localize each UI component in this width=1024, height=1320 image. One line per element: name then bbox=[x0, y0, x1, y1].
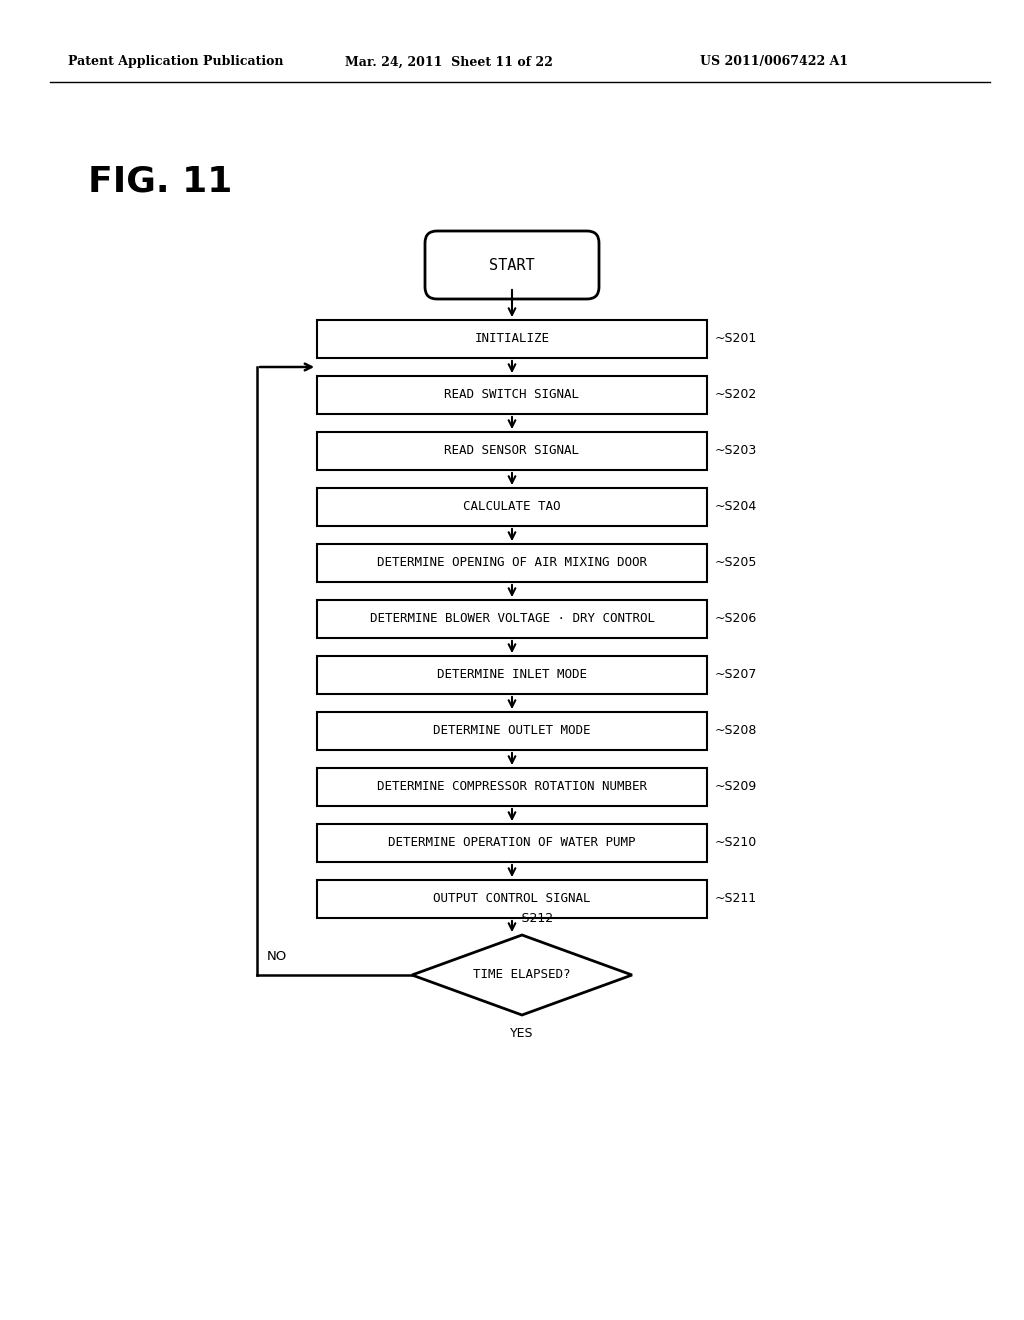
Text: ~S208: ~S208 bbox=[715, 725, 758, 738]
Bar bbox=[317, 880, 707, 917]
Text: DETERMINE OUTLET MODE: DETERMINE OUTLET MODE bbox=[433, 725, 591, 738]
Text: ~S201: ~S201 bbox=[715, 333, 758, 346]
Text: ~S205: ~S205 bbox=[715, 557, 758, 569]
Text: Mar. 24, 2011  Sheet 11 of 22: Mar. 24, 2011 Sheet 11 of 22 bbox=[345, 55, 553, 69]
Polygon shape bbox=[412, 935, 632, 1015]
Text: FIG. 11: FIG. 11 bbox=[88, 165, 232, 199]
Text: ~S207: ~S207 bbox=[715, 668, 758, 681]
Text: ~S203: ~S203 bbox=[715, 445, 758, 458]
Bar bbox=[317, 488, 707, 525]
Bar bbox=[317, 768, 707, 807]
Text: OUTPUT CONTROL SIGNAL: OUTPUT CONTROL SIGNAL bbox=[433, 892, 591, 906]
Text: CALCULATE TAO: CALCULATE TAO bbox=[463, 500, 561, 513]
Text: TIME ELAPSED?: TIME ELAPSED? bbox=[473, 969, 570, 982]
Bar bbox=[317, 544, 707, 582]
Bar bbox=[317, 601, 707, 638]
Bar bbox=[317, 319, 707, 358]
Text: READ SWITCH SIGNAL: READ SWITCH SIGNAL bbox=[444, 388, 580, 401]
Bar bbox=[317, 711, 707, 750]
Bar bbox=[317, 824, 707, 862]
Text: ~S204: ~S204 bbox=[715, 500, 758, 513]
Text: INITIALIZE: INITIALIZE bbox=[474, 333, 550, 346]
Text: ~S209: ~S209 bbox=[715, 780, 758, 793]
Text: DETERMINE INLET MODE: DETERMINE INLET MODE bbox=[437, 668, 587, 681]
Text: READ SENSOR SIGNAL: READ SENSOR SIGNAL bbox=[444, 445, 580, 458]
Text: US 2011/0067422 A1: US 2011/0067422 A1 bbox=[700, 55, 848, 69]
Text: NO: NO bbox=[267, 950, 288, 964]
Text: ~S210: ~S210 bbox=[715, 837, 758, 850]
Text: DETERMINE COMPRESSOR ROTATION NUMBER: DETERMINE COMPRESSOR ROTATION NUMBER bbox=[377, 780, 647, 793]
Text: ~S206: ~S206 bbox=[715, 612, 758, 626]
Bar bbox=[317, 656, 707, 694]
FancyBboxPatch shape bbox=[425, 231, 599, 300]
Text: START: START bbox=[489, 257, 535, 272]
Text: Patent Application Publication: Patent Application Publication bbox=[68, 55, 284, 69]
Text: ~S202: ~S202 bbox=[715, 388, 758, 401]
Text: ~S211: ~S211 bbox=[715, 892, 757, 906]
Bar bbox=[317, 376, 707, 414]
Text: ~S212: ~S212 bbox=[512, 912, 554, 925]
Bar bbox=[317, 432, 707, 470]
Text: DETERMINE OPENING OF AIR MIXING DOOR: DETERMINE OPENING OF AIR MIXING DOOR bbox=[377, 557, 647, 569]
Text: DETERMINE OPERATION OF WATER PUMP: DETERMINE OPERATION OF WATER PUMP bbox=[388, 837, 636, 850]
Text: DETERMINE BLOWER VOLTAGE · DRY CONTROL: DETERMINE BLOWER VOLTAGE · DRY CONTROL bbox=[370, 612, 654, 626]
Text: YES: YES bbox=[510, 1027, 534, 1040]
